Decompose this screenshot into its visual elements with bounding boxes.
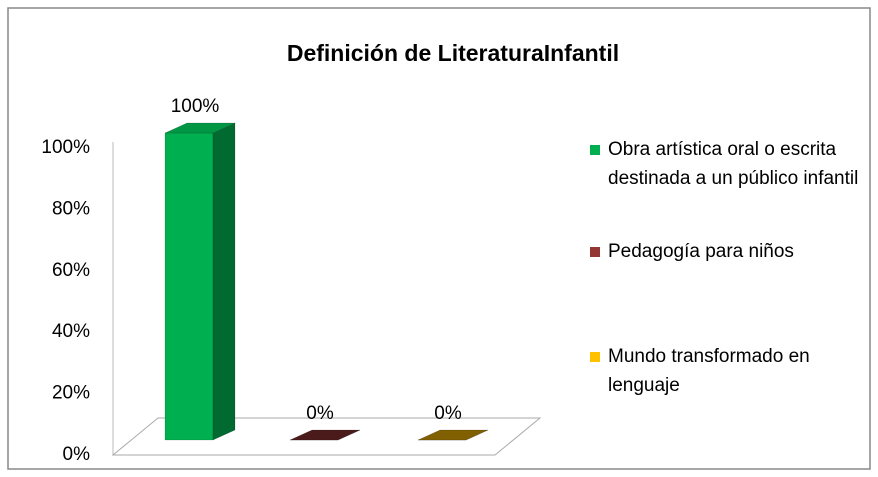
y-tick-label: 40% — [52, 321, 90, 342]
legend-swatch — [590, 352, 600, 362]
data-label: 0% — [306, 403, 334, 424]
legend-swatch — [590, 247, 600, 257]
y-tick-label: 80% — [52, 198, 90, 219]
bar — [289, 429, 361, 441]
bar-top — [164, 122, 236, 134]
legend-label: Mundo transformado en lenguaje — [608, 346, 810, 396]
data-label: 100% — [171, 96, 220, 117]
legend-label: Obra artística oral o escrita destinada … — [608, 139, 859, 189]
bar — [164, 122, 236, 441]
data-label: 0% — [434, 403, 462, 424]
bar-top — [289, 429, 361, 441]
y-tick-label: 0% — [63, 444, 91, 465]
y-tick-label: 100% — [41, 137, 90, 158]
y-tick-label: 60% — [52, 260, 90, 281]
bar — [417, 429, 489, 441]
bar-front — [164, 132, 214, 441]
chart-title: Definición de LiteraturaInfantil — [287, 40, 619, 66]
legend-label: Pedagogía para niños — [608, 241, 794, 262]
bar-side — [212, 122, 236, 441]
legend-swatch — [590, 145, 600, 155]
chart-frame — [7, 7, 871, 470]
bar-top — [417, 429, 489, 441]
y-tick-label: 20% — [52, 383, 90, 404]
